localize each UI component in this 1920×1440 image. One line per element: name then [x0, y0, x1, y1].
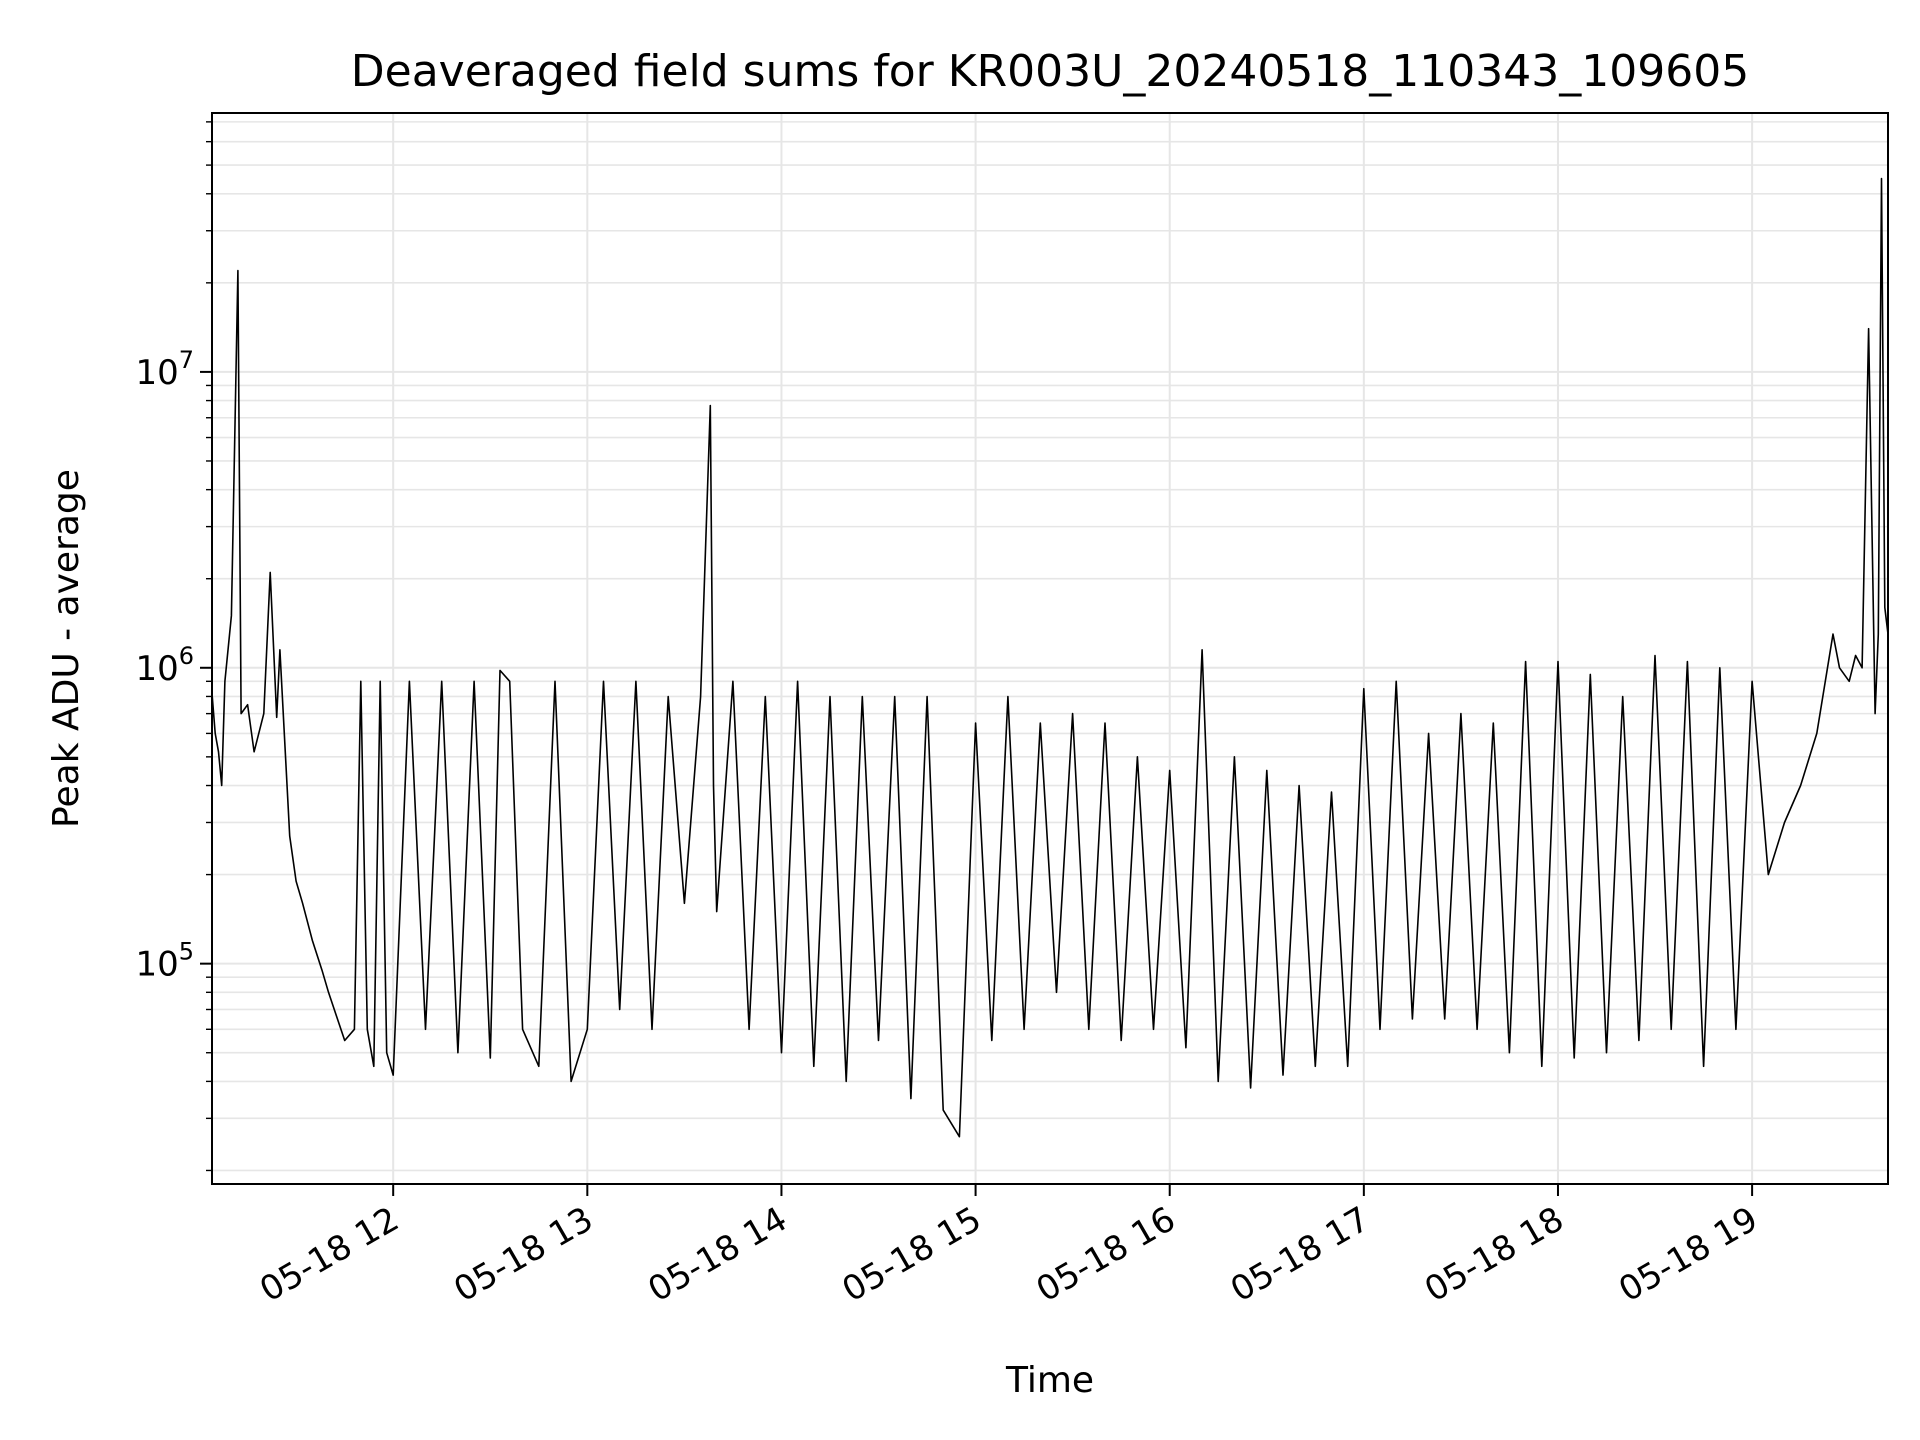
y-tick-label: 107	[135, 346, 194, 393]
x-axis-label: Time	[1005, 1360, 1094, 1401]
plot-frame	[211, 112, 1889, 1185]
y-tick-exponent: 7	[179, 346, 194, 374]
series-layer	[211, 177, 1889, 1138]
y-tick-base: 10	[135, 353, 178, 393]
y-tick-base: 10	[135, 945, 178, 985]
y-tick-base: 10	[135, 649, 178, 689]
y-tick-exponent: 5	[179, 938, 194, 966]
series-line	[211, 177, 1889, 1138]
y-tick-label: 106	[135, 642, 194, 689]
y-tick-exponent: 6	[179, 642, 194, 670]
y-tick-label: 105	[135, 938, 194, 985]
chart-title: Deaveraged field sums for KR003U_2024051…	[351, 46, 1749, 97]
y-axis-label: Peak ADU - average	[46, 469, 87, 828]
